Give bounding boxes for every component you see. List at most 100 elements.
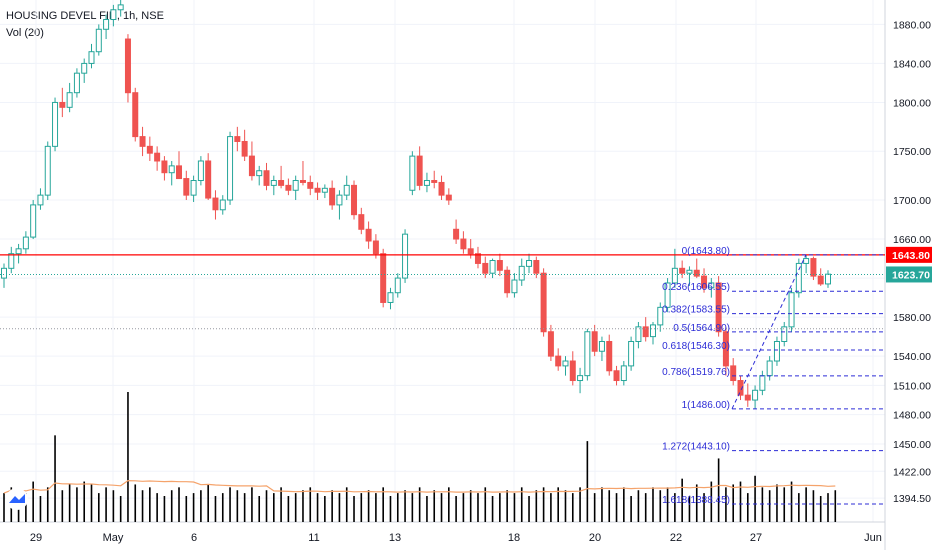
volume-bar (499, 493, 501, 522)
volume-bar (309, 487, 312, 522)
fib-level-label: 1.618(1388.45) (662, 495, 730, 506)
volume-bar (790, 481, 793, 522)
candle-body (351, 184, 358, 216)
volume-bar (163, 496, 166, 522)
candle-body (161, 160, 168, 174)
price-tick-label: 1750.00 (893, 146, 931, 158)
candle-body (176, 165, 183, 180)
candle-body (460, 238, 467, 250)
volume-bar (221, 493, 224, 522)
volume-bar (265, 490, 268, 522)
time-tick-label: May (103, 532, 124, 544)
volume-bar (746, 493, 749, 522)
volume-bar (302, 490, 304, 522)
volume-bar (827, 493, 829, 522)
fib-level-label: 0.5(1564.90) (673, 323, 730, 334)
volume-bar (61, 490, 64, 522)
volume-bar (280, 487, 282, 522)
volume-bar (127, 392, 129, 522)
volume-bar (112, 490, 115, 522)
fib-level-label: 1.272(1443.10) (662, 442, 730, 453)
price-tick-label: 1394.50 (893, 493, 931, 505)
volume-bar (236, 490, 239, 522)
candle-body (321, 187, 328, 193)
volume-bar (659, 490, 662, 522)
candle-body (8, 253, 15, 269)
symbol-title[interactable]: HOUSING DEVEL FIN, 1h, NSE (6, 10, 164, 22)
candle-body (423, 180, 430, 186)
candle-body (620, 365, 627, 382)
volume-bar (717, 458, 720, 522)
time-tick-label: 22 (670, 532, 682, 544)
candle-body (591, 331, 598, 352)
candle-body (212, 197, 219, 211)
candle-body (810, 258, 817, 277)
volume-indicator-label[interactable]: Vol (20) (6, 27, 44, 39)
price-tick-label: 1422.00 (893, 466, 931, 478)
candle-body (642, 326, 649, 338)
volume-bar (411, 493, 414, 522)
volume-bar (535, 490, 538, 522)
volume-bar (433, 490, 436, 522)
candle-body (649, 324, 656, 338)
horizontal-line-price-badge (886, 246, 932, 263)
volume-bar (134, 484, 137, 522)
volume-bar (119, 496, 122, 522)
candle-body (336, 194, 343, 206)
volume-bar (477, 493, 479, 522)
volume-bar (353, 496, 355, 522)
volume-bar (345, 487, 348, 522)
volume-bar (76, 487, 78, 522)
volume-bar (46, 487, 49, 522)
volume-bar (54, 435, 56, 522)
volume-bar (608, 490, 611, 522)
candle-body (256, 170, 263, 177)
volume-bar (192, 493, 195, 522)
volume-bar (25, 493, 27, 522)
volume-bar (287, 496, 290, 522)
candle-body (416, 155, 423, 186)
volume-bar (382, 487, 384, 522)
chart-legend: HOUSING DEVEL FIN, 1h, NSE Vol (20) (6, 8, 164, 42)
candle-body (664, 282, 671, 308)
candle-body (817, 275, 824, 285)
volume-bar (375, 493, 377, 522)
volume-bar (294, 493, 297, 522)
candle-body (88, 51, 95, 64)
volume-bar (316, 493, 319, 522)
volume-bar (703, 493, 705, 522)
candle-body (146, 145, 153, 154)
candle-body (117, 4, 124, 11)
volume-bar (666, 487, 669, 522)
candle-body (219, 199, 226, 211)
candle-body (263, 170, 270, 186)
volume-bar (251, 487, 253, 522)
volume-bar (513, 493, 516, 522)
candle-body (270, 180, 277, 186)
candle-body (744, 394, 751, 401)
candle-body (686, 269, 693, 274)
candle-body (197, 160, 204, 182)
time-tick-label: 27 (750, 532, 762, 544)
candle-body (606, 340, 613, 372)
time-tick-label: 20 (589, 532, 601, 544)
price-tick-label: 1510.00 (893, 380, 931, 392)
volume-bar (644, 493, 647, 522)
candle-body (387, 292, 394, 303)
candle-body (183, 178, 190, 196)
candle-body (95, 28, 102, 53)
tradingview-logo-icon[interactable] (6, 488, 28, 510)
volume-bar (229, 487, 231, 522)
volume-bar (426, 496, 428, 522)
candle-body (577, 375, 584, 382)
candle-body (489, 260, 496, 274)
volume-bar (389, 496, 392, 522)
time-tick-label: 13 (389, 532, 401, 544)
volume-bar (243, 493, 246, 522)
candle-body (708, 282, 715, 289)
volume-bar (32, 481, 34, 522)
volume-bar (448, 487, 450, 522)
fib-trend-line (731, 254, 807, 410)
time-tick-label: 18 (508, 532, 520, 544)
